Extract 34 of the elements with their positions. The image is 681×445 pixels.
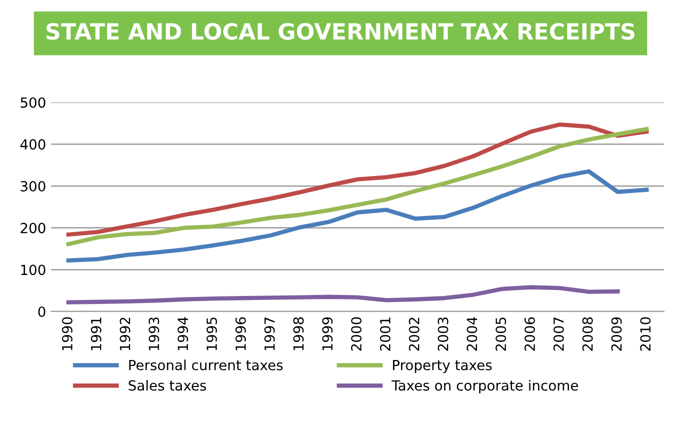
y-tick-label: 0 [38, 306, 46, 317]
x-tick-label: 2010 [640, 317, 651, 351]
x-tick-label: 1990 [62, 317, 72, 350]
x-tick-label: 2001 [380, 318, 390, 351]
x-tick-label: 1998 [293, 317, 304, 350]
x-tick-label: 2007 [553, 318, 564, 351]
x-tick-label: 1991 [90, 318, 102, 350]
x-tick-label: 2008 [582, 317, 593, 351]
y-tick-label: 100 [21, 264, 46, 276]
x-tick-label: 1995 [206, 318, 218, 350]
x-tick-label: 2002 [408, 318, 420, 351]
line-series [66, 285, 620, 304]
x-tick-label: 2006 [524, 317, 536, 351]
y-tick-label: 400 [20, 139, 46, 150]
x-tick-label: 1996 [235, 317, 246, 350]
x-tick-label: 1997 [264, 318, 275, 350]
x-tick-label: 1994 [178, 317, 188, 350]
y-tick-label: 500 [20, 97, 46, 108]
x-tick-label: 1992 [120, 318, 130, 350]
y-tick-label: 200 [20, 222, 46, 234]
x-tick-label: 2005 [496, 318, 506, 351]
line-series [66, 169, 649, 263]
x-tick-label: 2009 [611, 317, 622, 351]
x-tick-label: 1999 [322, 317, 333, 350]
x-tick-label: 2003 [438, 317, 448, 351]
y-tick-label: 300 [20, 180, 46, 192]
legend-label: Personal current taxes [129, 360, 283, 370]
x-tick-label: 2004 [466, 317, 478, 351]
chart-title: STATE AND LOCAL GOVERNMENT TAX RECEIPTS [46, 23, 634, 40]
legend-label: Sales taxes [128, 380, 206, 391]
x-tick-label: 2000 [351, 317, 362, 351]
legend-label: Property taxes [393, 360, 492, 373]
x-tick-label: 1993 [148, 317, 160, 350]
legend-label: Taxes on corporate income [392, 380, 578, 394]
